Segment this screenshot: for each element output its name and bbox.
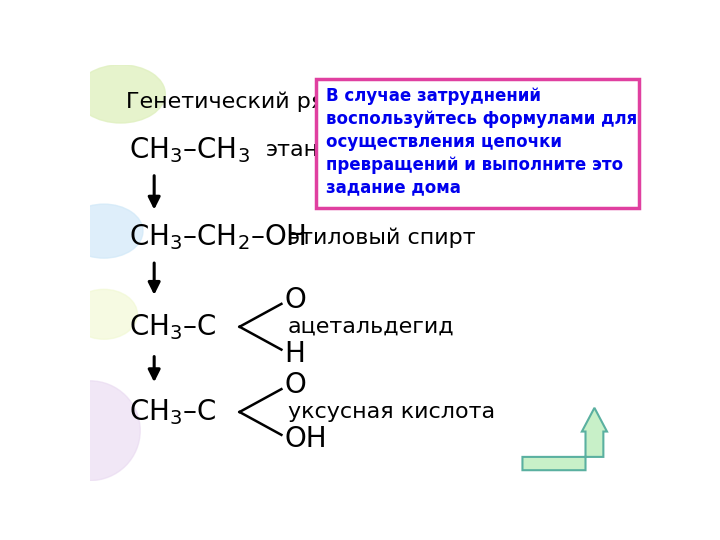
Text: H: H — [284, 340, 305, 368]
FancyBboxPatch shape — [316, 79, 639, 208]
Ellipse shape — [76, 65, 166, 123]
Text: CH$_3$–C: CH$_3$–C — [129, 312, 217, 342]
Ellipse shape — [40, 381, 140, 481]
Text: O: O — [284, 286, 306, 314]
Text: этиловый спирт: этиловый спирт — [288, 227, 476, 248]
Polygon shape — [523, 408, 607, 470]
Text: CH$_3$–C: CH$_3$–C — [129, 397, 217, 427]
Text: этан: этан — [266, 140, 319, 160]
Text: В случае затруднений
воспользуйтесь формулами для
осуществления цепочки
превраще: В случае затруднений воспользуйтесь форм… — [326, 87, 637, 197]
Text: OH: OH — [284, 425, 327, 453]
Text: CH$_3$–CH$_2$–OH: CH$_3$–CH$_2$–OH — [129, 222, 306, 252]
Text: ацетальдегид: ацетальдегид — [288, 317, 455, 337]
Text: уксусная кислота: уксусная кислота — [288, 402, 495, 422]
Text: O: O — [284, 371, 306, 399]
Ellipse shape — [71, 289, 138, 339]
Text: CH$_3$–CH$_3$: CH$_3$–CH$_3$ — [129, 135, 250, 165]
Ellipse shape — [65, 204, 143, 258]
Text: Генетический ряд: Генетический ряд — [126, 92, 340, 112]
